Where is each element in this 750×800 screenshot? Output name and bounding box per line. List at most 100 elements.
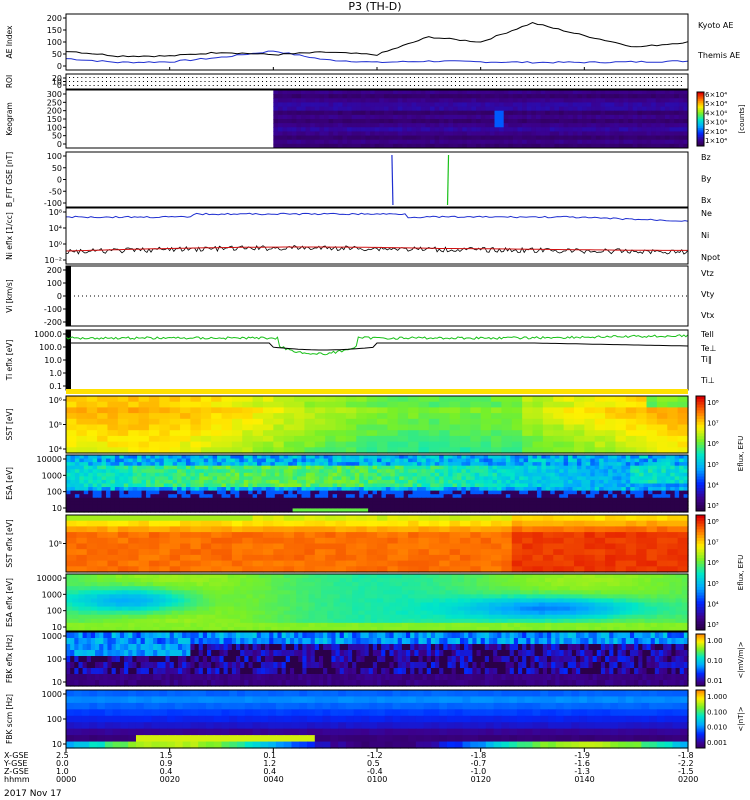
heat-cell (522, 418, 534, 426)
heat-cell (499, 127, 505, 132)
heat-cell (443, 106, 449, 112)
heat-cell (595, 139, 601, 145)
heat-cell (132, 462, 138, 467)
heat-cell (74, 476, 80, 481)
heat-cell (586, 135, 592, 141)
heat-cell (274, 469, 280, 474)
heat-cell (273, 114, 279, 120)
roi-dot (212, 77, 214, 78)
heat-cell (296, 90, 302, 95)
heat-cell (674, 119, 680, 124)
heat-cell (345, 501, 351, 506)
colorbar-cell (697, 111, 704, 115)
roi-dot (537, 77, 539, 78)
heat-cell (354, 462, 360, 467)
heat-cell (670, 472, 676, 477)
heat-cell (76, 435, 88, 443)
heat-cell (279, 483, 285, 488)
heat-cell (514, 472, 520, 477)
heat-cell (234, 504, 240, 510)
heat-cell (476, 106, 482, 112)
heat-cell (523, 494, 529, 499)
heat-cell (394, 494, 400, 499)
heat-cell (359, 476, 365, 481)
heat-cell (545, 469, 551, 474)
heat-cell (577, 102, 583, 108)
heat-cell (416, 94, 422, 99)
heat-cell (314, 135, 320, 141)
heat-cell (443, 504, 449, 510)
heat-cell (381, 504, 387, 510)
roi-dot (200, 85, 202, 86)
heat-cell (572, 98, 578, 103)
heat-cell (282, 139, 288, 145)
heat-cell (512, 135, 519, 141)
heat-cell (563, 139, 569, 145)
colorbar-cell (697, 131, 704, 134)
heat-cell (137, 458, 143, 463)
heat-cell (181, 472, 187, 477)
heat-cell (190, 441, 202, 448)
heat-cell (660, 90, 666, 95)
heat-cell (584, 396, 596, 403)
heat-cell (425, 479, 431, 485)
heat-cell (283, 494, 289, 499)
heat-cell (508, 94, 514, 99)
heat-cell (572, 494, 578, 499)
heat-cell (366, 424, 378, 431)
heat-cell (377, 472, 383, 477)
heat-cell (510, 469, 516, 474)
heat-cell (292, 472, 298, 477)
heat-cell (379, 119, 385, 124)
heat-cell (333, 98, 339, 103)
heat-cell (456, 487, 463, 492)
heat-cell (550, 497, 556, 502)
heat-cell (549, 114, 555, 120)
heat-cell (572, 458, 578, 463)
heat-cell (390, 455, 396, 460)
heat-cell (664, 94, 671, 99)
heat-cell (399, 479, 405, 485)
heat-cell (522, 90, 528, 95)
heat-cell (554, 462, 560, 467)
heat-cell (559, 490, 565, 495)
heat-cell (554, 476, 560, 481)
heat-cell (119, 479, 125, 485)
heat-cell (637, 102, 643, 108)
heat-cell (310, 114, 316, 120)
heat-cell (476, 123, 482, 128)
heat-cell (470, 413, 482, 420)
heat-cell (137, 497, 143, 502)
heat-cell (110, 465, 116, 470)
heat-cell (512, 123, 519, 128)
heat-cell (674, 479, 680, 485)
heat-cell (514, 469, 520, 474)
heat-cell (185, 465, 191, 470)
heat-cell (177, 497, 183, 502)
heat-cell (119, 487, 125, 492)
colorbar-cell (697, 142, 704, 145)
heat-cell (365, 102, 371, 108)
heat-cell (262, 430, 274, 437)
heat-cell (408, 501, 414, 506)
heat-cell (489, 127, 495, 132)
roi-dot (179, 81, 181, 82)
heat-cell (365, 143, 371, 149)
roi-dot (200, 77, 202, 78)
heat-cell (107, 526, 119, 533)
heat-cell (612, 494, 618, 499)
heat-cell (76, 515, 88, 522)
heat-cell (600, 110, 606, 116)
ytick-label: 100 (47, 152, 62, 161)
heat-cell (274, 497, 280, 502)
heat-cell (101, 469, 107, 474)
heat-cell (536, 508, 542, 513)
heat-cell (119, 504, 125, 510)
heat-cell (542, 526, 554, 533)
heat-cell (359, 465, 365, 470)
heat-cell (300, 131, 307, 137)
heat-cell (470, 396, 482, 403)
heat-cell (185, 479, 191, 485)
heat-cell (145, 497, 152, 502)
heat-cell (208, 458, 214, 463)
